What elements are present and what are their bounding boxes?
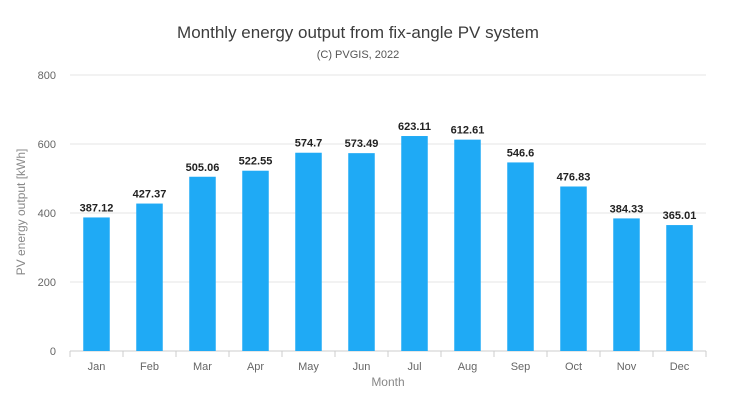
data-label: 612.61 [451, 125, 485, 137]
bar [242, 170, 269, 351]
bar [348, 153, 375, 351]
bar [401, 136, 428, 351]
bar [83, 217, 110, 351]
x-tick-label: Jul [407, 361, 421, 373]
x-tick-label: Oct [565, 361, 582, 373]
data-label: 427.37 [133, 189, 167, 201]
chart-title: Monthly energy output from fix-angle PV … [177, 23, 539, 42]
y-tick-label: 400 [38, 208, 56, 220]
data-labels: 387.12 427.37 505.06 522.55 574.7 573.49 623.1… [80, 121, 697, 222]
y-axis-label: PV energy output [kWh] [14, 149, 28, 276]
data-label: 365.01 [663, 210, 697, 222]
x-tick-label: Aug [458, 361, 478, 373]
data-label: 546.6 [507, 147, 535, 159]
x-axis-label: Month [371, 375, 404, 389]
y-tick-label: 0 [50, 346, 56, 358]
chart-subtitle: (C) PVGIS, 2022 [317, 49, 400, 61]
bar [189, 176, 216, 351]
data-label: 384.33 [610, 203, 644, 215]
y-tick-label: 200 [38, 277, 56, 289]
data-label: 387.12 [80, 202, 114, 214]
x-tick-label: Mar [193, 361, 212, 373]
y-axis-ticks: 0 200 400 600 800 [38, 70, 56, 358]
y-tick-label: 800 [38, 70, 56, 82]
data-label: 573.49 [345, 138, 379, 150]
x-tick-label: Dec [670, 361, 690, 373]
x-tick-label: Apr [247, 361, 264, 373]
data-label: 476.83 [557, 171, 591, 183]
bar [295, 152, 322, 351]
y-tick-label: 600 [38, 139, 56, 151]
x-axis-ticks: Jan Feb Mar Apr May Jun Jul Aug Sep Oct Nov Dec [69, 351, 707, 373]
x-tick-label: Feb [140, 361, 159, 373]
data-label: 574.7 [295, 138, 323, 150]
x-tick-label: Sep [511, 361, 531, 373]
data-label: 623.11 [398, 121, 431, 133]
x-tick-label: Nov [617, 361, 637, 373]
bar [666, 225, 693, 351]
bar [507, 162, 534, 351]
bar [560, 186, 587, 351]
x-tick-label: Jun [353, 361, 371, 373]
bars [83, 136, 693, 351]
bar [136, 203, 163, 351]
bar [613, 218, 640, 351]
data-label: 522.55 [239, 156, 273, 168]
bar [454, 139, 481, 351]
x-tick-label: May [298, 361, 319, 373]
data-label: 505.06 [186, 162, 220, 174]
x-tick-label: Jan [88, 361, 106, 373]
